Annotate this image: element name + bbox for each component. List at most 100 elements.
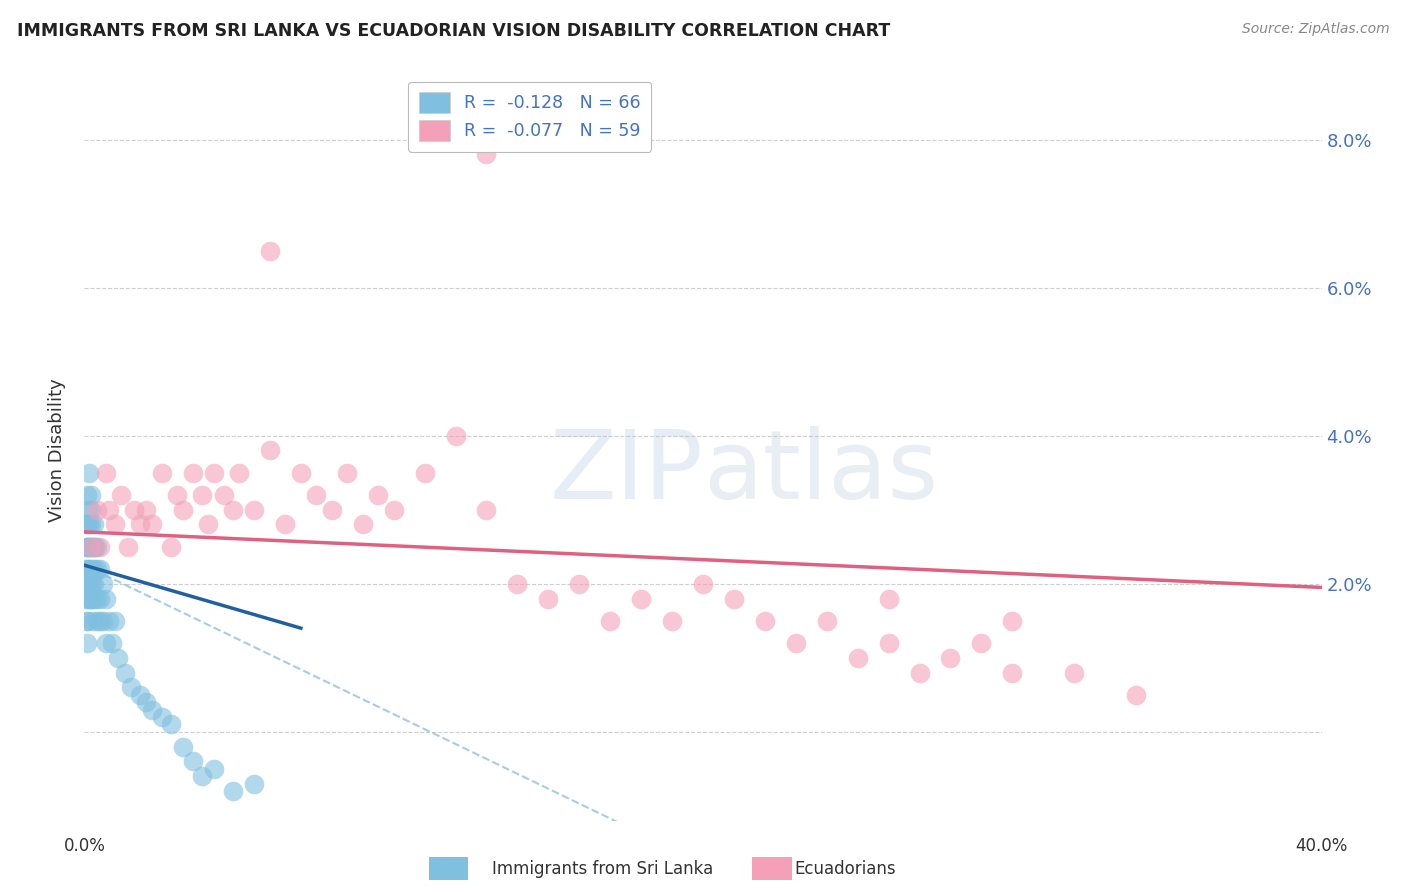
Point (91, 576, 114, 591)
Point (83, 540, 105, 554)
Text: Immigrants from Sri Lanka: Immigrants from Sri Lanka (492, 860, 713, 878)
Point (150, 466, 173, 480)
Text: Ecuadorians: Ecuadorians (794, 860, 896, 878)
Point (160, 717, 183, 731)
Point (107, 650, 129, 665)
Point (83, 562, 105, 576)
Point (413, 466, 436, 480)
Point (141, 517, 163, 532)
Point (75, 562, 97, 576)
Point (75, 576, 97, 591)
Point (135, 695, 157, 709)
Text: IMMIGRANTS FROM SRI LANKA VS ECUADORIAN VISION DISABILITY CORRELATION CHART: IMMIGRANTS FROM SRI LANKA VS ECUADORIAN … (17, 22, 890, 40)
Point (98, 502, 121, 516)
Point (568, 576, 591, 591)
Point (79, 591, 101, 606)
Point (77, 502, 100, 516)
Point (86, 591, 108, 606)
Point (83, 576, 105, 591)
Point (77, 466, 100, 480)
Point (202, 466, 225, 480)
Point (1125, 688, 1147, 702)
Text: atlas: atlas (703, 426, 938, 519)
Point (172, 502, 194, 516)
Point (129, 688, 152, 702)
Point (754, 614, 776, 628)
Point (82, 576, 104, 591)
Point (89, 540, 111, 554)
Point (877, 636, 900, 650)
Point (661, 614, 683, 628)
Point (723, 591, 745, 606)
Point (537, 591, 560, 606)
Point (89, 562, 111, 576)
Point (181, 755, 204, 769)
Point (76, 636, 98, 650)
Point (80, 488, 103, 502)
Point (367, 488, 389, 502)
Point (908, 665, 931, 680)
Point (86, 540, 108, 554)
Point (94, 466, 117, 480)
Point (197, 517, 219, 532)
Point (336, 466, 359, 480)
Point (77, 540, 100, 554)
Point (98, 614, 121, 628)
Point (259, 443, 281, 458)
Point (181, 466, 204, 480)
Point (79, 540, 101, 554)
Point (970, 636, 993, 650)
Point (160, 540, 183, 554)
Point (692, 576, 714, 591)
Point (141, 703, 163, 717)
Point (110, 488, 132, 502)
Point (77, 562, 100, 576)
Point (94, 591, 117, 606)
Point (259, 244, 281, 258)
Point (104, 517, 127, 532)
Point (290, 466, 312, 480)
Point (76, 517, 98, 532)
Point (321, 502, 343, 516)
Point (76, 540, 98, 554)
Point (475, 502, 498, 516)
Point (202, 762, 225, 776)
Point (166, 488, 188, 502)
Text: 40.0%: 40.0% (1295, 838, 1348, 855)
Point (76, 614, 98, 628)
Point (382, 502, 405, 516)
Point (475, 147, 498, 161)
Point (76, 488, 98, 502)
Point (84, 540, 107, 554)
Point (506, 576, 529, 591)
Point (77, 517, 100, 532)
Point (79, 502, 101, 516)
Point (76, 562, 98, 576)
Point (79, 576, 101, 591)
Point (846, 650, 869, 665)
Point (79, 540, 101, 554)
Y-axis label: Vision Disability: Vision Disability (48, 378, 66, 523)
Point (1001, 614, 1024, 628)
Point (172, 739, 194, 754)
Point (76, 591, 98, 606)
Point (86, 614, 108, 628)
Point (877, 591, 900, 606)
Text: 0.0%: 0.0% (63, 838, 105, 855)
Point (117, 540, 139, 554)
Point (79, 562, 101, 576)
Point (101, 636, 124, 650)
Point (76, 576, 98, 591)
Point (150, 710, 173, 724)
Point (212, 488, 235, 502)
Point (76, 614, 98, 628)
Text: Source: ZipAtlas.com: Source: ZipAtlas.com (1241, 22, 1389, 37)
Point (599, 614, 621, 628)
Legend: R =  -0.128   N = 66, R =  -0.077   N = 59: R = -0.128 N = 66, R = -0.077 N = 59 (409, 81, 651, 152)
Point (228, 466, 250, 480)
Point (82, 614, 104, 628)
Point (82, 591, 104, 606)
Point (352, 517, 374, 532)
Point (89, 614, 111, 628)
Point (83, 591, 105, 606)
